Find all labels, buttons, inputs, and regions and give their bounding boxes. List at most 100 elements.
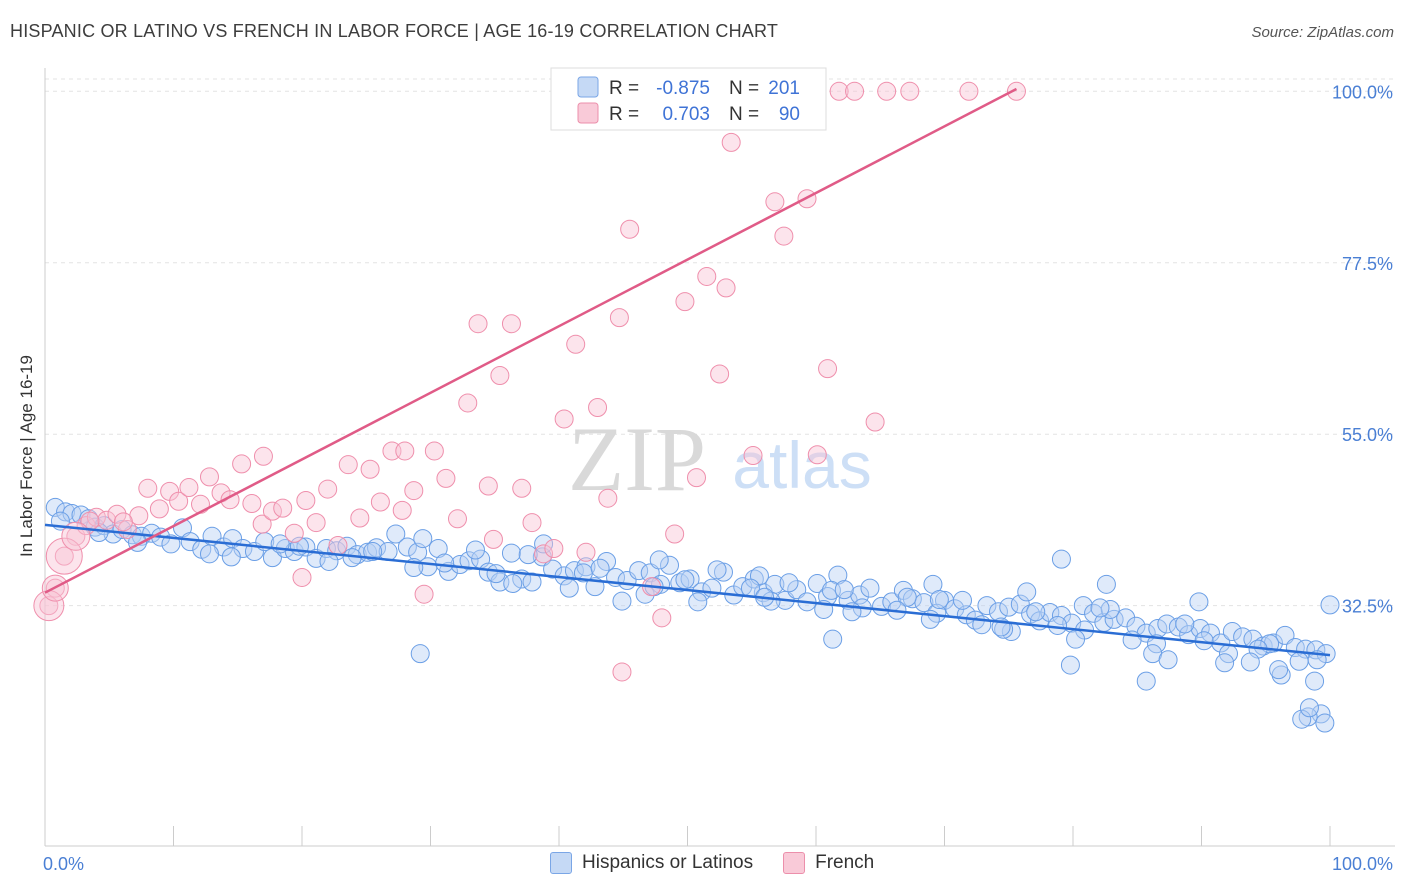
data-point-hispanics: [534, 534, 554, 554]
data-point-hispanics: [707, 560, 727, 580]
data-point-french: [807, 445, 827, 465]
data-point-hispanics: [56, 502, 76, 522]
data-point-french: [877, 81, 897, 101]
data-point-hispanics: [1116, 608, 1136, 628]
data-point-hispanics: [1096, 574, 1116, 594]
data-point-hispanics: [897, 587, 917, 607]
data-point-french: [544, 539, 564, 558]
data-point-hispanics: [559, 578, 579, 598]
data-point-french: [716, 278, 736, 298]
trend-line-french: [44, 87, 1018, 594]
data-point-hispanics: [823, 629, 843, 649]
data-point-hispanics: [744, 569, 764, 589]
data-point-french: [273, 498, 293, 518]
y-axis-label: In Labor Force | Age 16-19: [17, 355, 36, 557]
axes: [44, 68, 1395, 847]
data-point-hispanics: [1017, 582, 1037, 602]
data-point-french: [149, 499, 169, 519]
data-point-hispanics: [1010, 594, 1030, 614]
data-point-french: [328, 535, 348, 555]
data-point-hispanics: [410, 644, 430, 664]
data-point-french: [697, 266, 717, 286]
data-point-hispanics: [1100, 599, 1120, 619]
data-point-hispanics: [1222, 622, 1242, 642]
data-point-hispanics: [1240, 652, 1260, 672]
data-point-hispanics: [1311, 704, 1331, 724]
data-point-hispanics: [999, 597, 1019, 617]
legend-n-value-2: 90: [779, 104, 800, 125]
data-point-french: [318, 479, 338, 499]
data-point-hispanics: [397, 537, 417, 557]
data-point-hispanics: [1305, 671, 1325, 691]
legend-item-hispanics[interactable]: Hispanics or Latinos: [550, 852, 753, 874]
data-point-french: [404, 481, 424, 501]
data-point-hispanics: [860, 578, 880, 598]
data-point-hispanics: [428, 539, 448, 558]
data-point-french: [370, 492, 390, 512]
data-point-hispanics: [977, 596, 997, 616]
data-point-french: [598, 488, 618, 508]
data-point-hispanics: [1136, 671, 1156, 691]
data-point-french: [620, 219, 640, 239]
data-point-french: [292, 567, 312, 587]
data-point-hispanics: [486, 564, 506, 584]
data-point-french: [501, 314, 521, 334]
data-point-hispanics: [1090, 598, 1110, 618]
data-point-french: [566, 334, 586, 354]
data-point-french: [424, 441, 444, 461]
data-point-french: [199, 467, 219, 487]
data-point-hispanics: [688, 592, 708, 612]
trend-lines: [44, 87, 1331, 657]
legend-r-value-1: -0.875: [656, 78, 710, 99]
data-point-hispanics: [518, 545, 538, 565]
grid-lines: [45, 78, 1395, 607]
data-point-french: [350, 508, 370, 528]
data-point-hispanics: [413, 529, 433, 549]
trend-line-hispanics: [44, 523, 1331, 657]
watermark: ZIP atlas: [568, 408, 872, 510]
data-point-hispanics: [612, 591, 632, 611]
data-point-hispanics: [367, 538, 387, 558]
data-point-hispanics: [465, 540, 485, 560]
stats-legend: R = -0.875 N = 201 R = 0.703 N = 90: [550, 67, 827, 131]
tick-labels: 32.5% 55.0% 77.5% 100.0% 0.0% 100.0%: [43, 82, 1393, 874]
data-point-french: [54, 546, 74, 566]
y-tick-label: 100.0%: [1332, 82, 1393, 102]
legend-swatch-french: [783, 852, 806, 874]
data-point-french: [169, 491, 189, 511]
data-point-hispanics: [543, 559, 563, 579]
data-point-french: [252, 514, 272, 534]
legend-n-label-2: N =: [729, 104, 759, 125]
data-point-french: [113, 512, 133, 532]
data-point-french: [900, 81, 920, 101]
source-label: Source: ZipAtlas.com: [1251, 24, 1394, 41]
watermark-atlas: atlas: [732, 428, 871, 502]
data-point-hispanics: [501, 543, 521, 563]
data-point-french: [845, 81, 865, 101]
data-point-french: [743, 446, 763, 466]
data-point-hispanics: [1051, 549, 1071, 569]
data-point-french: [414, 584, 434, 604]
series-hispanics-points: [45, 497, 1340, 733]
data-point-french: [675, 292, 695, 312]
legend-item-french[interactable]: French: [783, 852, 874, 874]
data-point-french: [576, 542, 596, 562]
data-point-hispanics: [199, 544, 219, 564]
data-point-french: [609, 308, 629, 328]
y-tick-label: 32.5%: [1342, 597, 1393, 617]
data-point-french: [360, 459, 380, 479]
data-point-french: [959, 81, 979, 101]
data-point-french: [436, 468, 456, 488]
legend-label-hispanics: Hispanics or Latinos: [582, 852, 754, 873]
data-point-hispanics: [787, 580, 807, 600]
data-point-hispanics: [1189, 592, 1209, 612]
data-point-hispanics: [660, 555, 680, 575]
data-point-french: [395, 441, 415, 461]
data-point-french: [296, 490, 316, 510]
data-point-french: [588, 398, 608, 418]
legend-n-label-1: N =: [729, 78, 759, 99]
data-point-french: [179, 478, 199, 498]
data-point-hispanics: [1175, 614, 1195, 634]
data-point-hispanics: [161, 534, 181, 554]
watermark-zip: ZIP: [568, 408, 706, 510]
